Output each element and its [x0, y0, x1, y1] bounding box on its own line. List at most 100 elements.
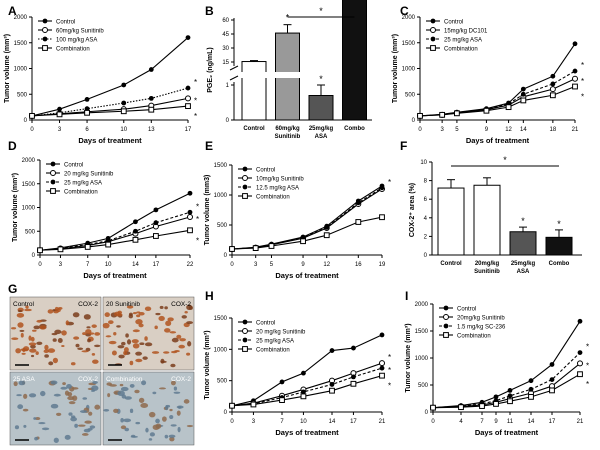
stained-cell — [118, 354, 125, 359]
data-point-a-2 — [121, 100, 127, 106]
data-point-i-3 — [430, 404, 436, 411]
significance-star-f: * — [503, 155, 507, 165]
stained-cell — [50, 380, 58, 385]
stained-cell — [61, 344, 65, 347]
stained-cell — [128, 314, 134, 319]
y-tick-label-b: 30 — [222, 46, 229, 52]
y-tick-label-b: 1 — [226, 83, 230, 89]
x-tick-label-d: 3 — [59, 262, 63, 268]
stained-cell — [30, 336, 35, 342]
stained-cell — [81, 350, 89, 353]
stained-cell — [33, 325, 40, 330]
stained-cell — [71, 395, 78, 401]
data-point-c-3 — [483, 107, 490, 114]
x-tick-label-e: 12 — [323, 262, 330, 268]
micrograph-stain-label: COX-2 — [171, 301, 191, 308]
stained-cell — [71, 387, 79, 390]
stained-cell — [165, 320, 172, 326]
data-point-c-0 — [520, 86, 526, 92]
stained-cell — [94, 344, 101, 348]
axis-break-b — [229, 65, 239, 71]
y-tick-label-d: 2000 — [22, 158, 36, 164]
stained-cell — [107, 393, 111, 398]
panel-a-chart: A 0 3 6 10 13 17 0 500 1000 1500 2000 Days of treatm… — [4, 4, 197, 145]
legend-label-e: Control — [256, 168, 275, 174]
data-point-d-0 — [133, 219, 138, 225]
x-tick-label-i: 17 — [549, 419, 556, 425]
y-tick-label-a: 1000 — [14, 67, 28, 73]
stained-cell — [68, 412, 73, 416]
data-point-h-3 — [329, 387, 335, 394]
stained-cell — [34, 436, 39, 441]
stained-cell — [169, 436, 175, 442]
stained-cell — [60, 386, 68, 390]
significance-star-a: * — [194, 96, 197, 105]
x-tick-label-f-3: Combo — [549, 261, 570, 267]
stained-cell — [126, 305, 134, 309]
significance-star-i: * — [586, 343, 589, 352]
y-tick-label-a: 1500 — [14, 41, 28, 47]
legend-label-i: Combination — [457, 334, 491, 340]
stained-cell — [71, 415, 76, 419]
stained-cell — [148, 411, 156, 418]
data-point-a-3 — [120, 108, 127, 115]
stained-cell — [155, 423, 162, 429]
x-tick-label-f-2: 25mg/kg ASA — [511, 261, 536, 275]
legend-label-c: 25 mg/kg ASA — [444, 38, 482, 44]
stained-cell — [141, 380, 147, 386]
stained-cell — [77, 424, 86, 427]
stained-cell — [83, 314, 91, 320]
legend-marker-c — [430, 27, 436, 33]
legend-label-h: 20 mg/kg Sunitinib — [256, 330, 306, 336]
series-line-a-0 — [31, 37, 189, 117]
stained-cell — [34, 417, 41, 421]
data-point-i-2 — [528, 386, 534, 392]
stained-cell — [154, 325, 158, 330]
data-point-h-3 — [350, 380, 357, 387]
x-tick-label-b: Control — [243, 126, 265, 132]
stained-cell — [53, 393, 61, 397]
significance-star-b: * — [319, 6, 323, 16]
stained-cell — [82, 397, 88, 400]
stained-cell — [184, 311, 188, 314]
stained-cell — [67, 396, 75, 401]
stained-cell — [13, 381, 18, 387]
y-tick-label-d: 1000 — [22, 206, 36, 212]
panel-label-i: I — [405, 289, 408, 303]
micrograph-treatment-label: 25 ASA — [13, 376, 35, 383]
data-point-h-3 — [379, 372, 385, 379]
significance-star-h: * — [388, 366, 391, 375]
x-axis-label-a: Days of treatment — [78, 136, 142, 145]
stained-cell — [183, 399, 190, 404]
stained-cell — [130, 435, 139, 438]
significance-star-b: * — [319, 74, 323, 84]
y-tick-label-h: 1500 — [214, 316, 228, 322]
series-line-a-3 — [31, 105, 189, 117]
legend-marker-d — [50, 170, 56, 176]
data-point-i-2 — [577, 350, 583, 355]
stained-cell — [169, 408, 173, 412]
x-tick-label-d: 0 — [38, 262, 42, 268]
panel-label-b: B — [205, 4, 214, 18]
x-tick-label-d: 7 — [86, 262, 90, 268]
bar-f-0 — [437, 187, 465, 256]
stained-cell — [178, 344, 185, 349]
stained-cell — [16, 394, 22, 397]
stained-cell — [30, 354, 35, 358]
data-point-h-0 — [301, 370, 306, 376]
stained-cell — [40, 390, 46, 397]
stained-cell — [47, 309, 54, 314]
stained-cell — [17, 322, 24, 328]
micrograph-tile-0: Control COX-2 — [9, 296, 102, 371]
x-tick-label-b: Combo — [344, 126, 365, 132]
stained-cell — [111, 350, 117, 356]
stained-cell — [164, 328, 171, 333]
stained-cell — [11, 327, 17, 330]
stained-cell — [186, 304, 193, 311]
stained-cell — [87, 338, 91, 343]
data-point-h-2 — [379, 365, 385, 371]
data-point-c-2 — [572, 68, 578, 74]
stained-cell — [15, 348, 21, 354]
stained-cell — [187, 341, 192, 347]
stained-cell — [91, 352, 96, 356]
